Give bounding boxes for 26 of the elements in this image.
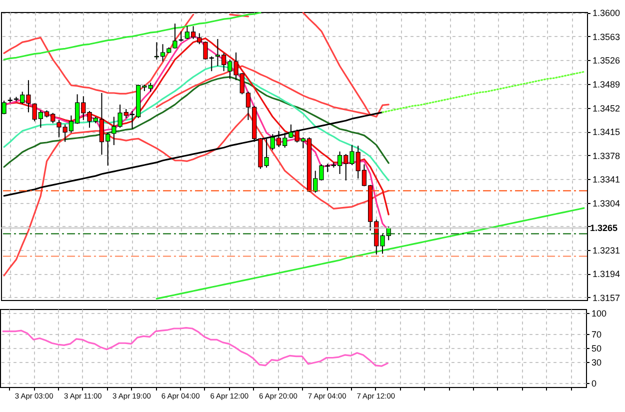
candlestick <box>172 23 178 50</box>
y-tick-label: 1.3157 <box>592 292 620 303</box>
y-tick-label: 1.3415 <box>592 127 620 138</box>
ref-line-label: 1.3265 <box>590 223 618 233</box>
y-tick-label: 50 <box>592 344 602 354</box>
y-tick-label: 1.3304 <box>592 198 620 208</box>
y-tick-label: 100 <box>592 308 607 319</box>
y-tick-label: 1.3341 <box>592 174 620 185</box>
y-tick-label: 1.3231 <box>592 245 620 256</box>
candlestick <box>178 30 184 42</box>
y-tick-label: 0 <box>592 378 597 388</box>
line-series <box>156 207 585 300</box>
line-series <box>382 70 585 114</box>
y-tick-label: 70 <box>592 330 602 340</box>
y-tick-label: 1.3489 <box>592 80 620 90</box>
line-series <box>3 112 390 276</box>
y-tick-label: 1.3378 <box>592 150 620 161</box>
line-series <box>3 12 262 60</box>
line-series <box>3 76 390 168</box>
y-tick-label: 1.3194 <box>592 269 620 280</box>
y-tick-label: 1.3600 <box>592 8 620 18</box>
y-tick-label: 1.3452 <box>592 103 620 114</box>
y-tick-label: 1.3563 <box>592 32 620 42</box>
y-tick-label: 30 <box>592 357 602 368</box>
line-series <box>2 327 388 367</box>
y-tick-label: 1.3526 <box>592 56 620 66</box>
